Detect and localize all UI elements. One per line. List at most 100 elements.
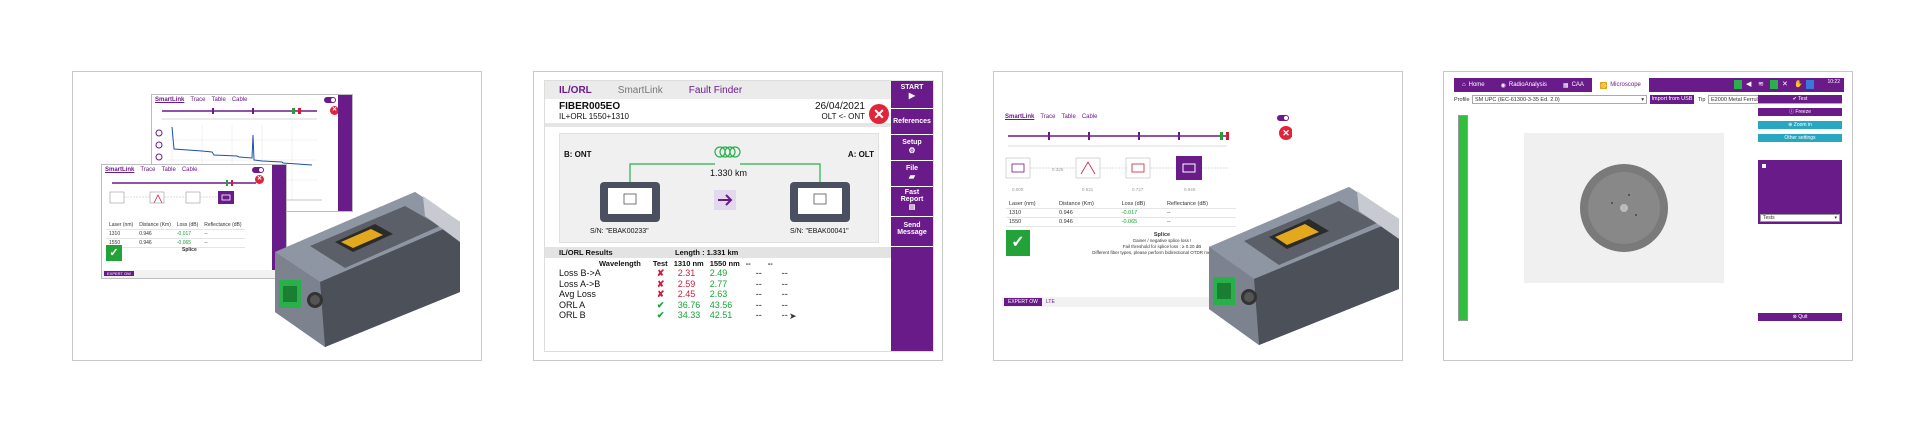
cell-laser: 1310 bbox=[1006, 208, 1056, 218]
fiber-endface-image bbox=[1580, 164, 1668, 252]
pass-check-icon: ✓ bbox=[106, 245, 122, 261]
gallery-card-otdr-device[interactable]: SmartLink Trace Table Cable ✕ bbox=[72, 71, 482, 361]
tab-caa[interactable]: ▦ CAA bbox=[1555, 78, 1592, 92]
col-reflectance: Reflectance (dB) bbox=[1163, 200, 1236, 209]
other-settings-button[interactable]: Other settings bbox=[1758, 134, 1842, 142]
tab-cable[interactable]: Cable bbox=[1081, 114, 1098, 120]
results-length: Length : 1.331 km bbox=[675, 248, 739, 257]
tab-smartlink[interactable]: SmartLink bbox=[1005, 114, 1035, 120]
start-button[interactable]: START ▶ bbox=[891, 81, 933, 109]
tab-home-label: Home bbox=[1468, 82, 1485, 88]
event-connector-icon bbox=[1005, 157, 1031, 179]
clock: 10:22 bbox=[1827, 79, 1840, 85]
footer-bar: EXPERT OW bbox=[102, 270, 286, 278]
tip-label: Tip bbox=[1698, 97, 1706, 103]
col-test: Test bbox=[652, 259, 668, 268]
close-icon[interactable]: ✕ bbox=[869, 104, 889, 124]
table-header-row: Laser (nm) Distance (Km) Loss (dB) Refle… bbox=[106, 221, 245, 230]
cell-5: -- bbox=[755, 268, 762, 278]
gallery-card-microscope[interactable]: ⌂ Home ◉ RadioAnalysis ▦ CAA ◎ Microscope ◀ … bbox=[1443, 71, 1853, 361]
gallery-card-ilorl[interactable]: IL/ORL SmartLink Fault Finder FIBER005EO… bbox=[533, 71, 943, 361]
close-icon[interactable]: ✕ bbox=[1279, 126, 1292, 140]
zoom-in-button[interactable]: ⊕ Zoom in bbox=[1758, 121, 1842, 129]
home-icon: ⌂ bbox=[1462, 82, 1466, 88]
col-6: -- bbox=[767, 259, 773, 268]
table-row: Loss A->B ✘ 2.59 2.77 -- -- bbox=[559, 279, 794, 290]
profile-select[interactable]: SM UPC (IEC-61300-3-35 Ed. 2.0) ▾ bbox=[1472, 95, 1647, 104]
event-bend-icon bbox=[1075, 157, 1101, 179]
report-icon: ▤ bbox=[908, 204, 916, 211]
close-icon[interactable]: ✕ bbox=[255, 175, 264, 184]
tab-home[interactable]: ⌂ Home bbox=[1454, 78, 1493, 92]
file-button[interactable]: File ▰ bbox=[891, 161, 933, 187]
table-row: 1310 0.946 -0.017 -- bbox=[1006, 208, 1236, 218]
link-length: 1.330 km bbox=[710, 168, 748, 178]
wifi-icon: ≋ bbox=[1758, 81, 1764, 88]
tab-table[interactable]: Table bbox=[1061, 114, 1076, 120]
profile-label: Profile bbox=[1454, 97, 1470, 103]
tab-fault-finder[interactable]: Fault Finder bbox=[688, 84, 743, 96]
cell-1550: 43.56 bbox=[709, 299, 733, 310]
fail-x-icon: ✘ bbox=[656, 278, 665, 289]
tab-ilorl[interactable]: IL/ORL bbox=[559, 84, 592, 96]
link-map bbox=[1005, 132, 1229, 180]
tests-select[interactable]: Tests ▾ bbox=[1760, 214, 1840, 222]
freeze-button[interactable]: ⓘ Freeze bbox=[1758, 108, 1842, 116]
splice-title: Splice bbox=[182, 247, 197, 253]
tab-table[interactable]: Table bbox=[211, 97, 226, 103]
event-distance: 0.727 bbox=[1132, 187, 1144, 192]
results-table: Laser (nm) Distance (Km) Loss (dB) Refle… bbox=[1006, 200, 1236, 227]
expert-label[interactable]: EXPERT OW bbox=[104, 271, 134, 276]
trace-side-menu[interactable] bbox=[338, 95, 352, 211]
splice-advice: Different fiber types, please perform bi… bbox=[1092, 250, 1232, 255]
cell-1310: 2.45 bbox=[677, 289, 696, 299]
gallery-card-smartlink[interactable]: SmartLink Trace Table Cable ✕ bbox=[993, 71, 1403, 361]
event-toggle[interactable] bbox=[324, 97, 336, 103]
tab-smartlink[interactable]: SmartLink bbox=[617, 84, 663, 96]
expert-label[interactable]: EXPERT OW bbox=[1004, 298, 1042, 306]
fast-report-button[interactable]: Fast Report ▤ bbox=[891, 187, 933, 217]
start-label: START bbox=[900, 84, 924, 91]
tab-smartlink[interactable]: SmartLink bbox=[105, 167, 135, 173]
cell-5: -- bbox=[755, 299, 762, 310]
smartlink-screen: SmartLink Trace Table Cable ✕ bbox=[101, 164, 287, 279]
cell-5: -- bbox=[755, 289, 762, 299]
pass-check-icon: ✔ bbox=[656, 310, 665, 320]
col-laser: Laser (nm) bbox=[1006, 200, 1056, 209]
references-button[interactable]: References bbox=[891, 109, 933, 135]
close-icon[interactable]: ✕ bbox=[330, 106, 339, 115]
tip-value: E2000 Metal Ferrule bbox=[1711, 97, 1761, 103]
tab-microscope[interactable]: ◎ Microscope bbox=[1591, 78, 1649, 92]
col-1310: 1310 nm bbox=[673, 259, 704, 268]
tab-trace[interactable]: Trace bbox=[190, 97, 206, 103]
fast-report-label: Fast Report bbox=[900, 189, 924, 203]
test-button[interactable]: ✔ Test bbox=[1758, 95, 1842, 103]
microscope-screen: ⌂ Home ◉ RadioAnalysis ▦ CAA ◎ Microscope ◀ … bbox=[1454, 78, 1844, 356]
cell-1310: 34.33 bbox=[677, 310, 701, 320]
cell-wavelength: ORL A bbox=[559, 299, 586, 310]
tab-trace[interactable]: Trace bbox=[140, 167, 156, 173]
tab-trace[interactable]: Trace bbox=[1040, 114, 1056, 120]
results-table: Wavelength Test 1310 nm 1550 nm -- -- Lo… bbox=[559, 259, 794, 321]
user-badge-icon bbox=[1806, 80, 1814, 89]
cell-5: -- bbox=[755, 278, 762, 289]
col-loss: Loss (dB) bbox=[173, 221, 202, 230]
event-toggle[interactable] bbox=[1277, 115, 1289, 121]
event-toggle[interactable] bbox=[252, 167, 264, 173]
tab-table[interactable]: Table bbox=[161, 167, 176, 173]
quit-button[interactable]: ⊗ Quit bbox=[1758, 313, 1842, 321]
send-message-button[interactable]: Send Message bbox=[891, 217, 933, 247]
setup-button[interactable]: Setup ⚙ bbox=[891, 135, 933, 161]
cell-reflectance: -- bbox=[201, 238, 245, 248]
cell-wavelength: ORL B bbox=[559, 310, 586, 320]
tab-cable[interactable]: Cable bbox=[181, 167, 198, 173]
import-usb-button[interactable]: Import from USB bbox=[1650, 95, 1694, 104]
tab-cable[interactable]: Cable bbox=[231, 97, 248, 103]
folder-icon: ▰ bbox=[908, 172, 916, 181]
test-label: Test bbox=[1798, 96, 1808, 102]
tab-radioanalysis[interactable]: ◉ RadioAnalysis bbox=[1493, 78, 1555, 92]
fiber-tip-view[interactable] bbox=[1524, 133, 1724, 283]
tab-smartlink[interactable]: SmartLink bbox=[155, 97, 185, 103]
freeze-label: Freeze bbox=[1795, 109, 1811, 115]
